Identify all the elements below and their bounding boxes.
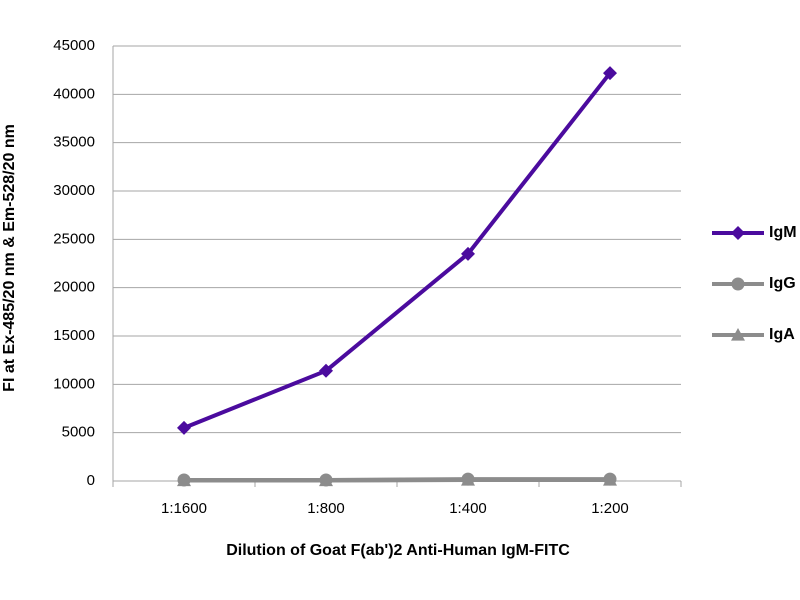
y-tick-label: 5000 [62,424,95,441]
marker [319,363,333,378]
y-tick-label: 40000 [53,85,95,102]
legend: IgM IgG IgA [712,224,797,343]
y-tick-label: 0 [87,472,95,489]
y-axis-title: FI at Ex-485/20 nm & Em-528/20 nm [1,124,18,392]
x-tick-label: 1:1600 [161,500,207,517]
marker [603,66,617,81]
y-tick-label: 45000 [53,37,95,54]
marker [731,277,745,291]
legend-label: IgM [769,224,797,241]
y-tick-label: 25000 [53,230,95,247]
legend-label: IgA [769,326,795,343]
marker [731,328,745,341]
marker [177,473,191,487]
x-tick-label: 1:400 [449,500,487,517]
x-tick-label: 1:800 [307,500,345,517]
legend-label: IgG [769,275,796,292]
series-line [183,71,612,430]
marker [177,420,191,435]
marker [461,246,475,261]
x-tick-label: 1:200 [591,500,629,517]
y-tick-label: 35000 [53,134,95,151]
y-tick-label: 20000 [53,279,95,296]
marker [603,472,617,486]
y-tick-label: 10000 [53,375,95,392]
x-axis-title: Dilution of Goat F(ab')2 Anti-Human IgM-… [226,542,570,559]
marker [731,226,745,240]
y-tick-label: 30000 [53,182,95,199]
y-tick-label: 15000 [53,327,95,344]
marker [461,472,475,486]
series-line [184,477,610,483]
marker [319,473,333,487]
